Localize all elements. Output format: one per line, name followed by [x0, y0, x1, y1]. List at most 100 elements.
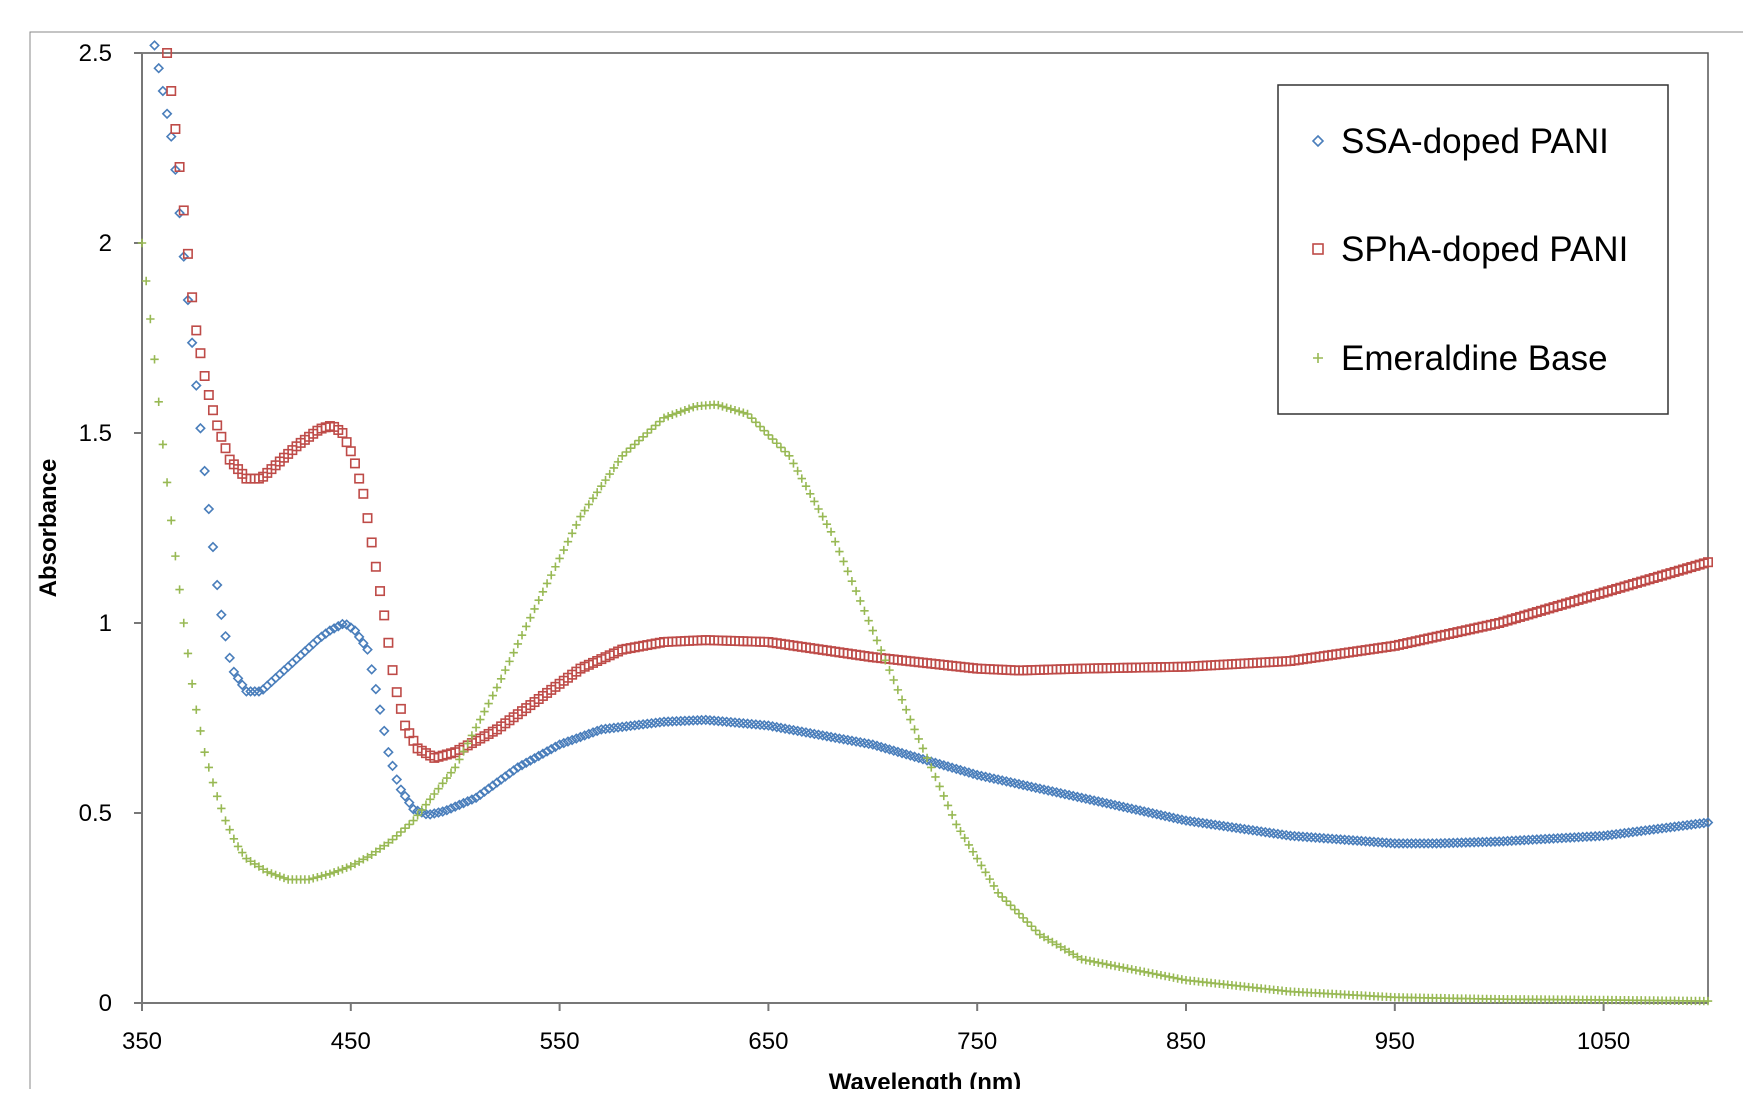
data-point-plus — [225, 825, 234, 834]
data-point-plus — [238, 848, 247, 857]
data-point-plus — [1148, 969, 1157, 978]
data-point-diamond — [658, 716, 670, 728]
data-point-diamond — [1477, 836, 1488, 848]
legend-label: SPhA-doped PANI — [1341, 230, 1628, 269]
data-point-plus — [864, 616, 873, 625]
data-point-plus — [538, 587, 548, 597]
data-point-plus — [434, 784, 443, 793]
data-point-plus — [334, 866, 343, 875]
data-point-plus — [505, 657, 514, 666]
data-point-plus — [973, 854, 982, 863]
data-point-plus — [179, 618, 188, 628]
data-point-plus — [918, 744, 928, 753]
data-point-plus — [981, 868, 990, 877]
data-point-plus — [321, 870, 330, 880]
data-point-diamond — [512, 762, 524, 773]
data-point-diamond — [1523, 834, 1534, 846]
data-point-diamond — [1623, 827, 1634, 838]
data-point-plus — [154, 397, 163, 407]
data-point-diamond — [170, 164, 181, 176]
data-point-diamond — [637, 719, 649, 730]
data-point-diamond — [174, 207, 185, 219]
data-point-square — [383, 637, 394, 648]
data-point-plus — [171, 551, 180, 561]
data-point-plus — [563, 537, 573, 546]
data-point-diamond — [454, 799, 465, 811]
data-point-diamond — [675, 715, 687, 727]
data-point-diamond — [1514, 835, 1526, 846]
x-tick-label: 750 — [957, 1028, 997, 1055]
data-point-diamond — [182, 294, 194, 306]
data-point-square — [391, 687, 402, 698]
data-point-plus — [208, 778, 218, 787]
y-axis-ticks: 0 0.5 1 1.5 2 2.5 — [79, 40, 142, 1017]
data-point-diamond — [1393, 838, 1405, 849]
data-point-diamond — [495, 774, 507, 785]
data-point-plus — [150, 355, 159, 364]
data-point-plus — [751, 418, 761, 427]
data-point-plus — [672, 409, 681, 418]
data-point-plus — [613, 457, 623, 467]
data-point-plus — [413, 811, 422, 820]
x-tick-label: 1050 — [1577, 1028, 1630, 1055]
data-point-plus — [1156, 970, 1166, 980]
data-point-plus — [309, 874, 318, 883]
data-point-diamond — [683, 715, 695, 726]
data-point-diamond — [625, 720, 636, 732]
data-point-diamond — [1665, 821, 1676, 833]
data-point-plus — [580, 506, 589, 515]
data-point-plus — [914, 734, 923, 744]
data-point-diamond — [1581, 831, 1593, 843]
data-point-plus — [542, 579, 552, 588]
data-point-diamond — [508, 765, 519, 776]
data-point-diamond — [1560, 832, 1572, 844]
data-point-plus — [467, 731, 477, 740]
data-point-plus — [1110, 961, 1120, 971]
data-point-plus — [876, 646, 886, 655]
data-point-plus — [818, 512, 827, 521]
data-point-plus — [559, 545, 568, 555]
data-point-diamond — [1627, 826, 1639, 838]
data-point-diamond — [616, 721, 628, 733]
data-point-diamond — [474, 789, 486, 801]
data-point-diamond — [1556, 832, 1568, 844]
data-point-square — [162, 47, 173, 58]
y-tick-label: 2.5 — [79, 40, 112, 67]
data-point-diamond — [1510, 835, 1522, 846]
data-point-plus — [680, 406, 690, 415]
data-point-plus — [618, 451, 627, 460]
data-point-plus — [584, 500, 594, 509]
legend-items: SSA-doped PANI SPhA-doped PANI Emeraldine … — [1311, 122, 1628, 378]
data-point-plus — [417, 805, 426, 815]
data-point-plus — [1173, 974, 1182, 983]
data-point-plus — [801, 482, 811, 491]
data-point-diamond — [1527, 834, 1538, 846]
data-point-plus — [605, 469, 614, 479]
data-point-diamond — [604, 723, 616, 734]
data-point-diamond — [1498, 835, 1509, 847]
y-tick-label: 1.5 — [79, 420, 112, 447]
data-point-diamond — [320, 628, 332, 639]
data-point-diamond — [1485, 836, 1497, 848]
data-point-diamond — [1548, 833, 1559, 844]
data-point-diamond — [178, 251, 190, 262]
data-point-plus — [438, 779, 447, 788]
data-point-diamond — [399, 790, 411, 802]
data-point-plus — [158, 440, 168, 449]
data-point-plus — [910, 725, 919, 734]
data-point-diamond — [1535, 833, 1547, 845]
data-point-plus — [931, 772, 940, 782]
data-point-diamond — [533, 750, 545, 762]
data-point-diamond — [316, 631, 327, 643]
data-point-plus — [797, 474, 807, 483]
data-point-plus — [229, 834, 239, 844]
data-point-plus — [463, 739, 472, 748]
data-point-diamond — [1614, 828, 1626, 840]
data-point-plus — [217, 804, 226, 813]
data-point-diamond — [387, 760, 398, 772]
data-point-plus — [952, 820, 961, 829]
x-axis-title: Wavelength (nm) — [829, 1069, 1021, 1089]
data-point-diamond — [220, 630, 231, 642]
data-point-diamond — [579, 730, 590, 741]
